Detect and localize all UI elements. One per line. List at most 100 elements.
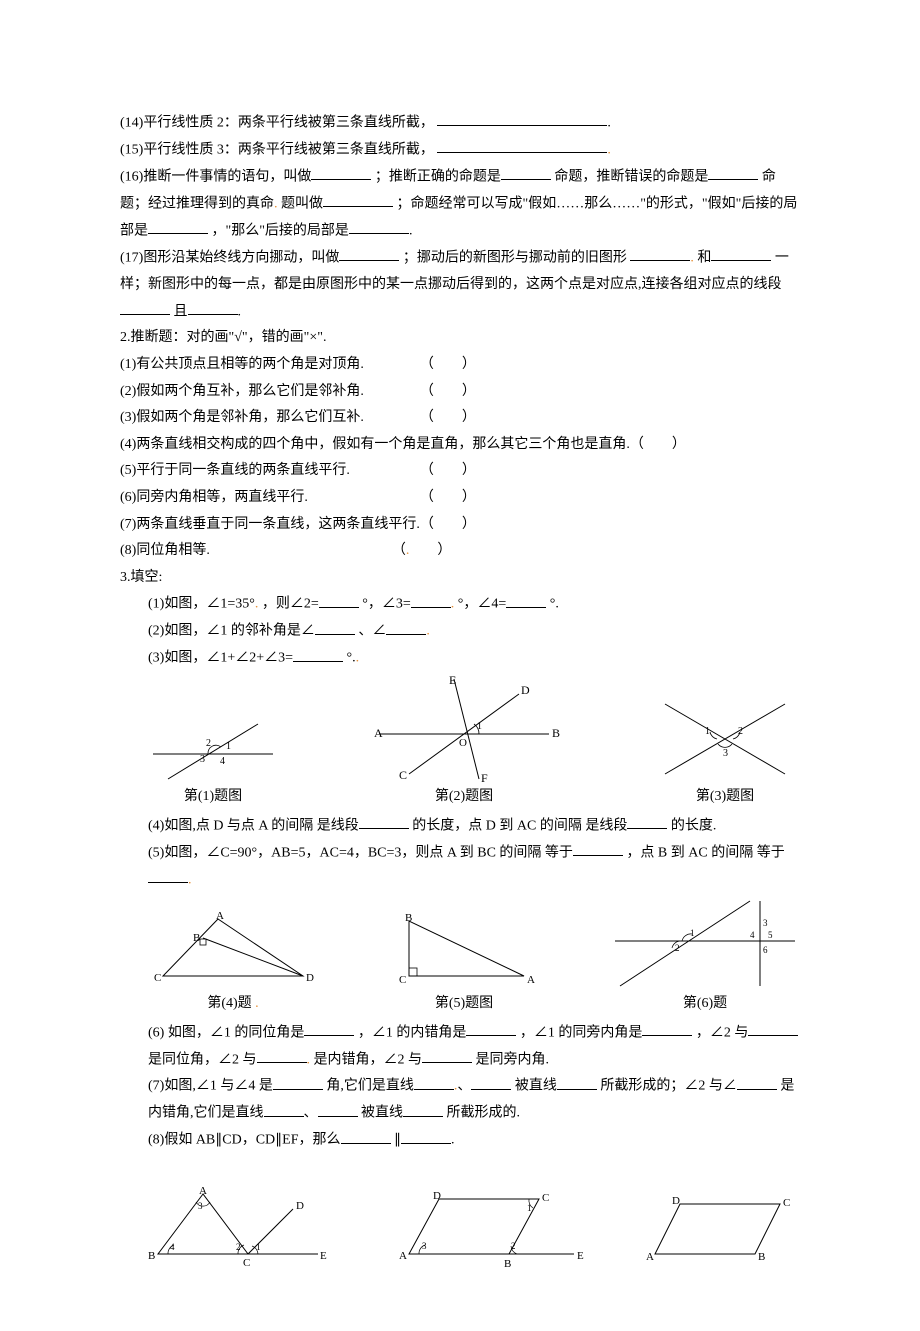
figure-2: A B C D E F O 1 第(2)题图 — [359, 674, 569, 811]
svg-text:C: C — [243, 1257, 250, 1269]
q1: (1)如图，∠1=35°. ，则∠2= °，∠3=. °，∠4= °. — [120, 591, 800, 618]
figure-6: 1 2 3 4 5 6 第(6)题 — [610, 896, 800, 1018]
blank — [304, 1020, 354, 1036]
text: 是同旁内角. — [476, 1052, 550, 1067]
judge-2: (2)假如两个角互补，那么它们是邻补角. （ ） — [120, 379, 800, 406]
blank — [386, 618, 426, 634]
fig9-svg: D C A B — [640, 1194, 800, 1269]
text: 角,它们是直线 — [326, 1079, 414, 1094]
text: 所截形成的. — [447, 1106, 521, 1121]
svg-text:D: D — [672, 1195, 680, 1207]
blank — [401, 1127, 451, 1143]
svg-text:3: 3 — [200, 754, 205, 765]
svg-text:C: C — [154, 972, 161, 984]
blank — [557, 1073, 597, 1089]
svg-text:B: B — [193, 932, 200, 944]
text: (7)如图,∠1 与∠4 是 — [148, 1079, 273, 1094]
blank — [506, 591, 546, 607]
section-3: 3.填空: — [120, 565, 800, 592]
blank — [323, 191, 393, 207]
blank — [120, 299, 170, 315]
text: 的长度，点 D 到 AC 的间隔 是线段 — [412, 818, 627, 833]
text: (2)如图，∠1 的邻补角是∠ — [148, 624, 315, 639]
svg-text:C: C — [399, 974, 406, 986]
blank — [148, 867, 188, 883]
text: (8)假如 AB∥CD，CD∥EF，那么 — [148, 1133, 341, 1148]
judge-4: (4)两条直线相交构成的四个角中，假如有一个角是直角，那么其它三个角也是直角.（… — [120, 432, 800, 459]
fig2-svg: A B C D E F O 1 — [359, 674, 569, 784]
q2: (2)如图，∠1 的邻补角是∠ 、∠. — [120, 618, 800, 645]
caption: 第(6)题 — [610, 991, 800, 1018]
svg-text:A: A — [199, 1185, 207, 1197]
text: (14)平行线性质 2：两条平行线被第三条直线所截， — [120, 115, 434, 130]
text: (4)如图,点 D 与点 A 的间隔 是线段 — [148, 818, 359, 833]
svg-text:A: A — [374, 726, 383, 740]
q5: (5)如图，∠C=90°，AB=5，AC=4，BC=3，则点 A 到 BC 的间… — [120, 840, 800, 894]
text: 的长度. — [671, 818, 717, 833]
svg-text:A: A — [399, 1250, 407, 1262]
figure-5: B C A 第(5)题图 — [389, 911, 539, 1018]
text: °. — [550, 597, 559, 612]
text: (7)两条直线垂直于同一条直线，这两条直线平行. — [120, 517, 420, 532]
text: 是内错角，∠2 与 — [314, 1052, 423, 1067]
blank — [349, 218, 409, 234]
q7: (7)如图,∠1 与∠4 是 角,它们是直线.、 被直线 所截形成的；∠2 与∠… — [120, 1073, 800, 1127]
text: 命题，推断错误的命题是 — [554, 169, 708, 184]
q8: (8)假如 AB∥CD，CD∥EF，那么 ∥. — [120, 1127, 800, 1154]
text: 是同位角，∠2 与 — [148, 1052, 257, 1067]
text: ，∠2 与 — [696, 1025, 749, 1040]
fig1-svg: 1 2 3 4 — [148, 714, 278, 784]
text: (8)同位角相等. — [120, 543, 210, 558]
svg-text:1: 1 — [527, 1203, 532, 1213]
text: (15)平行线性质 3：两条平行线被第三条直线所截， — [120, 142, 434, 157]
text: (5)如图，∠C=90°，AB=5，AC=4，BC=3，则点 A 到 BC 的间… — [148, 845, 573, 860]
accent-dot-icon: . — [426, 624, 430, 639]
text: ，则∠2= — [262, 597, 319, 612]
blank — [422, 1047, 472, 1063]
blank — [737, 1073, 777, 1089]
blank — [573, 840, 623, 856]
accent-dot-icon: . — [274, 196, 278, 211]
svg-text:C: C — [542, 1192, 549, 1204]
q3: (3)如图，∠1+∠2+∠3= °.. — [120, 645, 800, 672]
text: 题叫做 — [281, 196, 323, 211]
svg-text:6: 6 — [763, 945, 768, 955]
blank — [257, 1047, 307, 1063]
svg-text:B: B — [552, 726, 560, 740]
text: ，点 B 到 AC 的间隔 等于 — [626, 845, 784, 860]
blank — [711, 245, 771, 261]
caption: 第(3)题图 — [650, 784, 800, 811]
fig6-svg: 1 2 3 4 5 6 — [610, 896, 800, 991]
blank — [437, 137, 607, 153]
text: (5)平行于同一条直线的两条直线平行. — [120, 463, 350, 478]
text: 被直线 — [361, 1106, 403, 1121]
blank — [273, 1073, 323, 1089]
accent-dot-icon: . — [307, 1052, 311, 1067]
blank — [318, 1100, 358, 1116]
blank — [293, 645, 343, 661]
text: (6) 如图，∠1 的同位角是 — [148, 1025, 304, 1040]
blank — [748, 1020, 798, 1036]
svg-text:B: B — [758, 1251, 765, 1263]
blank — [319, 591, 359, 607]
caption: 第(2)题图 — [359, 784, 569, 811]
text: 第(4)题 — [207, 996, 251, 1011]
text: ∥ — [394, 1133, 401, 1148]
accent-dot-icon: . — [451, 597, 455, 612]
blank — [411, 591, 451, 607]
figure-3: 1 2 3 第(3)题图 — [650, 694, 800, 811]
text: (4)两条直线相交构成的四个角中，假如有一个角是直角，那么其它三个角也是直角. — [120, 437, 630, 452]
judge-3: (3)假如两个角是邻补角，那么它们互补. （ ） — [120, 405, 800, 432]
accent-dot-icon: . — [255, 597, 259, 612]
svg-text:1: 1 — [256, 1242, 261, 1252]
blank — [315, 618, 355, 634]
svg-text:B: B — [148, 1250, 155, 1262]
text: (17)图形沿某始终线方向挪动，叫做 — [120, 250, 339, 265]
fig5-svg: B C A — [389, 911, 539, 991]
svg-text:F: F — [481, 771, 488, 784]
text: °，∠3= — [362, 597, 411, 612]
svg-text:3: 3 — [763, 918, 768, 928]
text: ，"那么"后接的局部是 — [212, 223, 349, 238]
judge-5: (5)平行于同一条直线的两条直线平行. （ ） — [120, 458, 800, 485]
item-15: (15)平行线性质 3：两条平行线被第三条直线所截， . — [120, 137, 800, 164]
